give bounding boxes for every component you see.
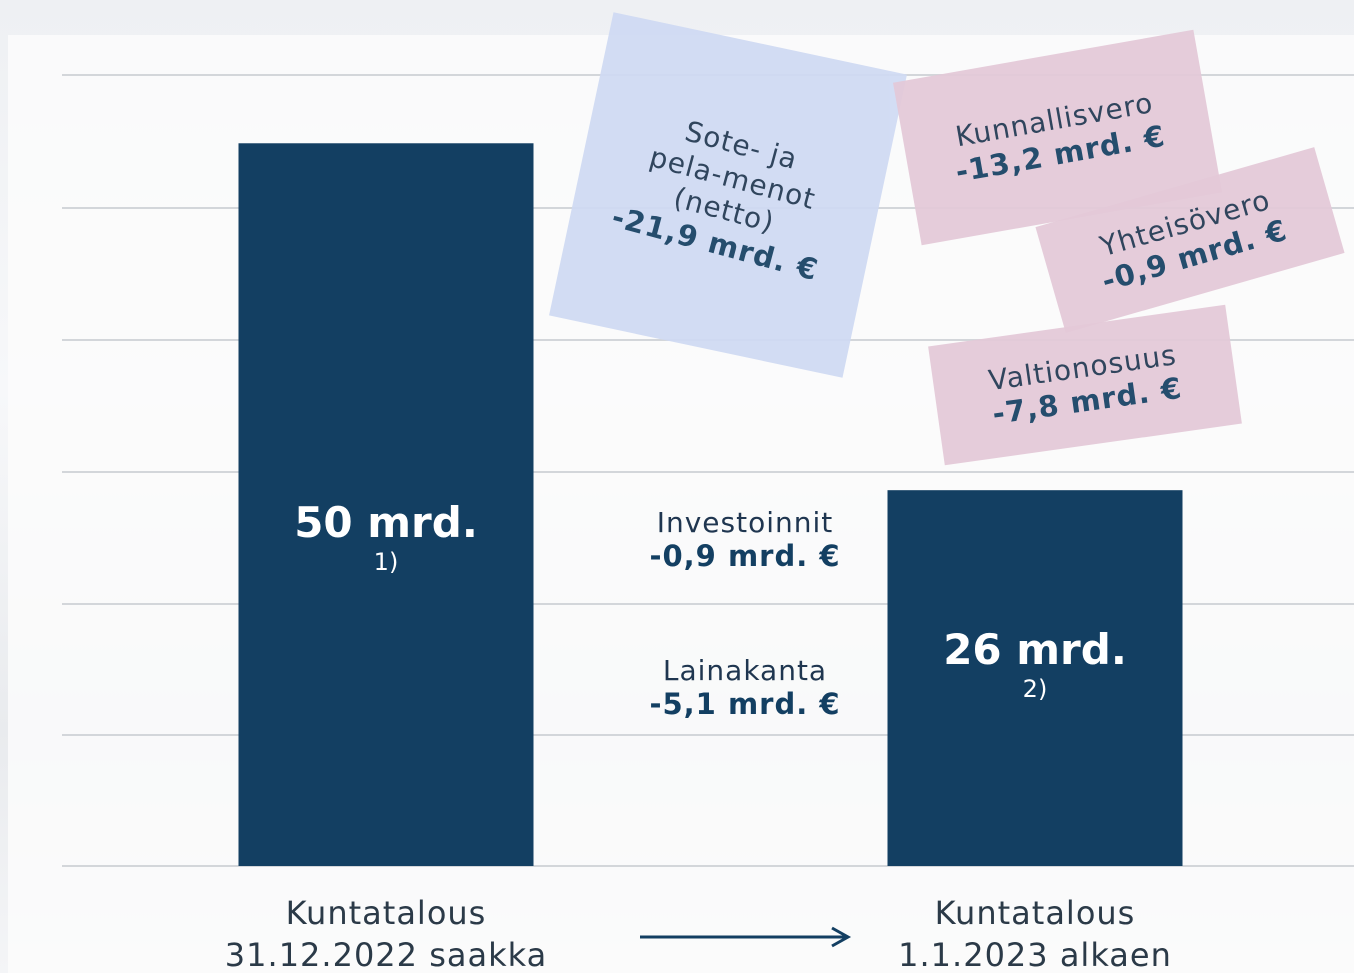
annotation-text: Valtionosuus -7,8 mrd. € [986, 338, 1185, 432]
value-label: 50 mrd. 1) [236, 498, 536, 576]
annotation-text: Investoinnit -0,9 mrd. € [649, 506, 840, 574]
x-tick-label: Kuntatalous 31.12.2022 saakka [186, 892, 586, 973]
x-tick-label: Kuntatalous 1.1.2023 alkaen [835, 892, 1235, 973]
annotation-text: Lainakanta -5,1 mrd. € [649, 654, 840, 722]
annotation-label: Lainakanta [662, 653, 828, 687]
value-label-text: 50 mrd. [294, 498, 478, 548]
arrow [640, 926, 852, 948]
footnote: 2) [1022, 675, 1048, 704]
value-label: 26 mrd. 2) [885, 625, 1185, 703]
bar [238, 143, 534, 867]
annotation: Lainakanta -5,1 mrd. € [600, 638, 890, 738]
annotation: Sote- ja pela-menot (netto) -21,9 mrd. € [549, 12, 907, 378]
x-tick-label-text: Kuntatalous 1.1.2023 alkaen [898, 894, 1172, 973]
annotation-text: Kunnallisvero -13,2 mrd. € [947, 85, 1168, 189]
annotation-value: -5,1 mrd. € [649, 687, 841, 722]
value-label-text: 26 mrd. [943, 625, 1127, 675]
footnote: 1) [373, 548, 399, 577]
annotation: Investoinnit -0,9 mrd. € [600, 490, 890, 590]
annotation-value: -0,9 mrd. € [649, 539, 841, 574]
annotation-text: Sote- ja pela-menot (netto) -21,9 mrd. € [608, 102, 848, 288]
annotation-label: Investoinnit [656, 505, 834, 539]
bar [887, 490, 1183, 866]
x-tick-label-text: Kuntatalous 31.12.2022 saakka [224, 894, 548, 973]
